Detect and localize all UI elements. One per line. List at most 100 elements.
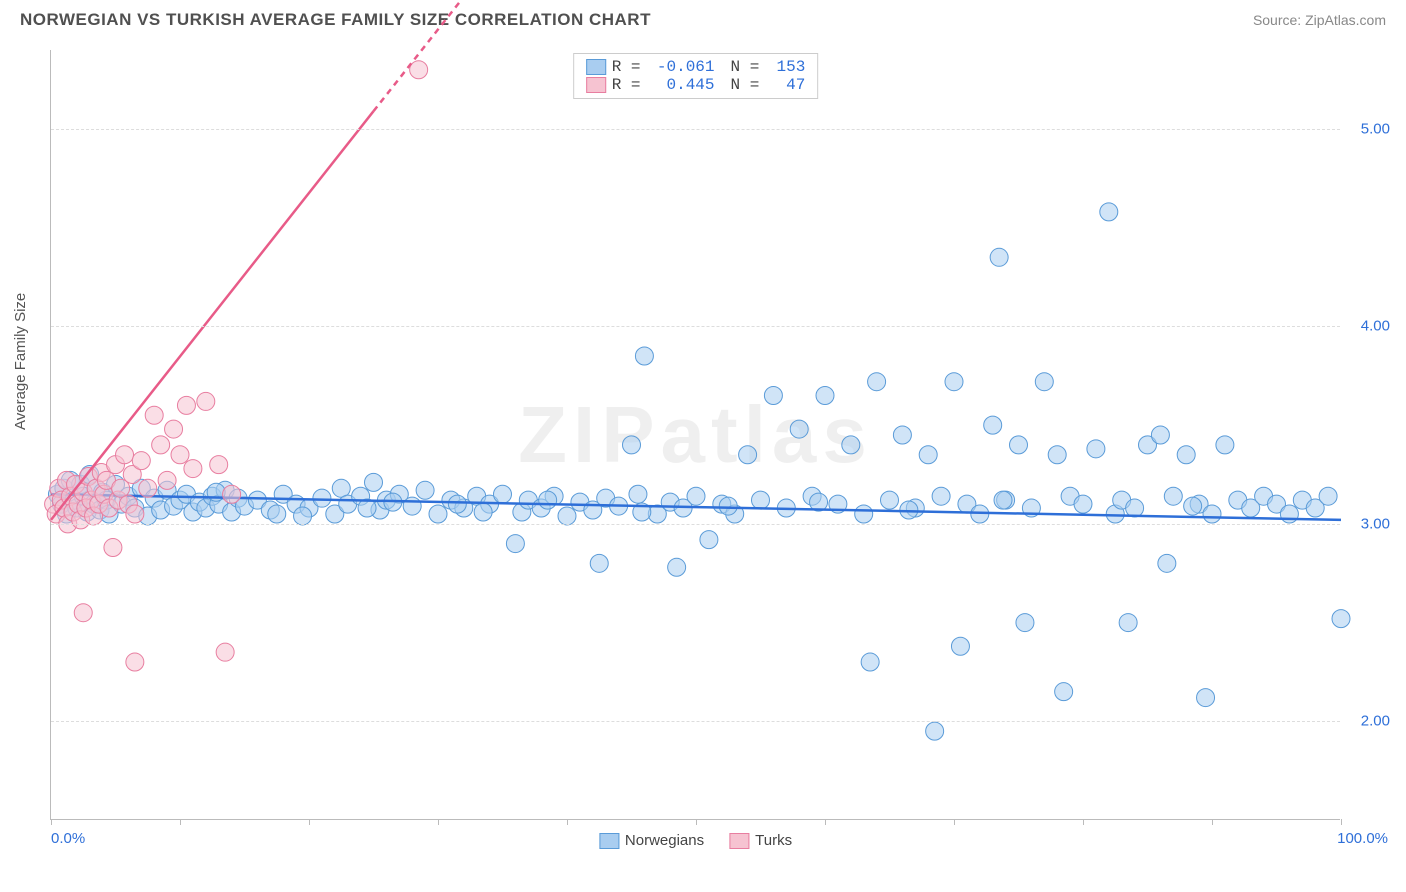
- chart-plot-area: ZIPatlas R =-0.061N =153R =0.445N =47 No…: [50, 50, 1340, 820]
- scatter-point: [268, 505, 286, 523]
- scatter-point: [984, 416, 1002, 434]
- scatter-point: [719, 497, 737, 515]
- scatter-point: [1197, 689, 1215, 707]
- scatter-point: [494, 485, 512, 503]
- xtick-mark: [1212, 819, 1213, 825]
- scatter-point: [951, 637, 969, 655]
- legend-stats: R =-0.061N =153R =0.445N =47: [573, 53, 819, 99]
- scatter-point: [416, 481, 434, 499]
- scatter-point: [687, 487, 705, 505]
- scatter-point: [1087, 440, 1105, 458]
- scatter-point: [474, 503, 492, 521]
- xtick-mark: [180, 819, 181, 825]
- scatter-point: [919, 446, 937, 464]
- scatter-point: [752, 491, 770, 509]
- scatter-point: [158, 471, 176, 489]
- scatter-point: [126, 505, 144, 523]
- scatter-point: [739, 446, 757, 464]
- scatter-point: [764, 387, 782, 405]
- scatter-point: [1164, 487, 1182, 505]
- scatter-point: [184, 460, 202, 478]
- scatter-point: [429, 505, 447, 523]
- legend-swatch: [729, 833, 749, 849]
- scatter-point: [945, 373, 963, 391]
- scatter-point: [1048, 446, 1066, 464]
- legend-stats-row: R = -0.061 N = 153: [586, 58, 806, 76]
- scatter-point: [1055, 683, 1073, 701]
- scatter-svg: [51, 50, 1340, 819]
- legend-n-label: N =: [731, 76, 760, 94]
- scatter-point: [623, 436, 641, 454]
- legend-item: Turks: [729, 832, 792, 849]
- legend-item-label: Norwegians: [625, 832, 704, 849]
- chart-source: Source: ZipAtlas.com: [1253, 12, 1386, 28]
- scatter-point: [506, 535, 524, 553]
- legend-r-value: -0.061: [647, 58, 715, 76]
- scatter-point: [842, 436, 860, 454]
- scatter-point: [990, 248, 1008, 266]
- scatter-point: [1177, 446, 1195, 464]
- scatter-point: [1158, 554, 1176, 572]
- gridline-h: [51, 721, 1340, 722]
- scatter-point: [171, 446, 189, 464]
- xtick-mark: [51, 819, 52, 825]
- scatter-point: [210, 456, 228, 474]
- scatter-point: [1074, 495, 1092, 513]
- scatter-point: [1332, 610, 1350, 628]
- scatter-point: [313, 489, 331, 507]
- chart-title: NORWEGIAN VS TURKISH AVERAGE FAMILY SIZE…: [20, 10, 651, 30]
- scatter-point: [861, 653, 879, 671]
- legend-r-label: R =: [612, 58, 641, 76]
- scatter-point: [216, 643, 234, 661]
- scatter-point: [893, 426, 911, 444]
- xtick-mark: [438, 819, 439, 825]
- scatter-point: [197, 392, 215, 410]
- xtick-mark: [1083, 819, 1084, 825]
- scatter-point: [1100, 203, 1118, 221]
- gridline-h: [51, 129, 1340, 130]
- legend-n-value: 153: [765, 58, 805, 76]
- scatter-point: [1016, 614, 1034, 632]
- scatter-point: [152, 436, 170, 454]
- scatter-point: [403, 497, 421, 515]
- legend-n-value: 47: [765, 76, 805, 94]
- scatter-point: [223, 485, 241, 503]
- ytick-label: 2.00: [1345, 713, 1390, 730]
- scatter-point: [410, 61, 428, 79]
- chart-header: NORWEGIAN VS TURKISH AVERAGE FAMILY SIZE…: [0, 0, 1406, 35]
- scatter-point: [926, 722, 944, 740]
- legend-item-label: Turks: [755, 832, 792, 849]
- scatter-point: [629, 485, 647, 503]
- scatter-point: [104, 539, 122, 557]
- scatter-point: [700, 531, 718, 549]
- xtick-mark: [1341, 819, 1342, 825]
- scatter-point: [1203, 505, 1221, 523]
- scatter-point: [790, 420, 808, 438]
- ytick-label: 4.00: [1345, 318, 1390, 335]
- scatter-point: [165, 420, 183, 438]
- scatter-point: [132, 452, 150, 470]
- scatter-point: [126, 653, 144, 671]
- ytick-label: 3.00: [1345, 515, 1390, 532]
- scatter-point: [1035, 373, 1053, 391]
- scatter-point: [868, 373, 886, 391]
- scatter-point: [294, 507, 312, 525]
- scatter-point: [932, 487, 950, 505]
- xtick-mark: [825, 819, 826, 825]
- xaxis-label-left: 0.0%: [51, 830, 85, 847]
- gridline-h: [51, 326, 1340, 327]
- legend-stats-row: R =0.445N =47: [586, 76, 806, 94]
- ytick-label: 5.00: [1345, 120, 1390, 137]
- scatter-point: [1280, 505, 1298, 523]
- legend-swatch: [586, 59, 606, 75]
- scatter-point: [1119, 614, 1137, 632]
- gridline-h: [51, 524, 1340, 525]
- scatter-point: [139, 479, 157, 497]
- legend-series: Norwegians Turks: [599, 832, 792, 849]
- scatter-point: [1319, 487, 1337, 505]
- legend-r-label: R =: [612, 76, 641, 94]
- scatter-point: [1216, 436, 1234, 454]
- legend-n-label: N =: [731, 58, 760, 76]
- scatter-point: [816, 387, 834, 405]
- scatter-point: [1010, 436, 1028, 454]
